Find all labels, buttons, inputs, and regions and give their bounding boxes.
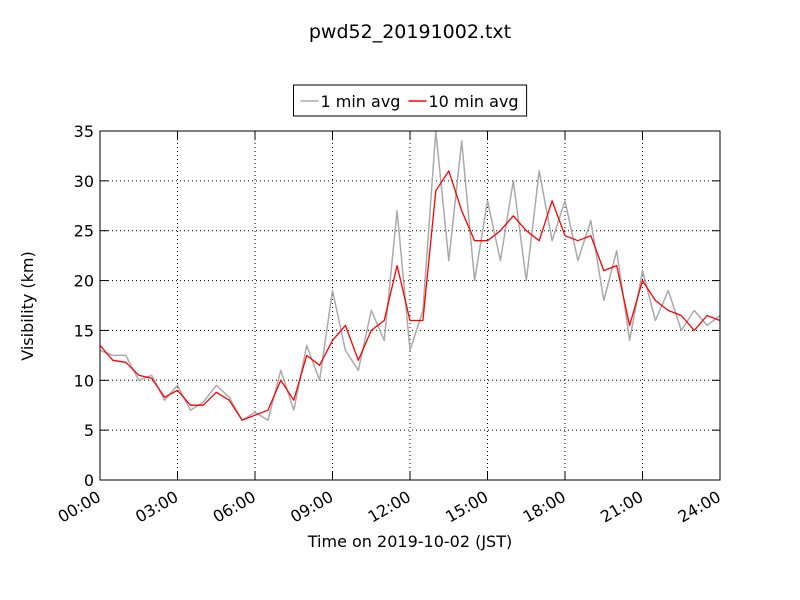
legend-label: 1 min avg	[321, 92, 401, 111]
y-tick-label: 35	[74, 122, 94, 141]
y-tick-label: 0	[84, 471, 94, 490]
y-tick-label: 25	[74, 222, 94, 241]
y-tick-label: 15	[74, 321, 94, 340]
legend-label: 10 min avg	[428, 92, 518, 111]
plot-frame	[99, 130, 721, 481]
legend: 1 min avg 10 min avg	[293, 84, 528, 117]
series-line	[99, 130, 721, 421]
series-line	[99, 170, 721, 421]
y-axis-label: Visibility (km)	[18, 251, 37, 360]
y-tick-label: 20	[74, 272, 94, 291]
y-tick-label: 10	[74, 371, 94, 390]
y-tick-label: 5	[84, 421, 94, 440]
x-axis-label: Time on 2019-10-02 (JST)	[307, 532, 512, 551]
chart-title: pwd52_20191002.txt	[309, 21, 511, 43]
y-tick-label: 30	[74, 172, 94, 191]
